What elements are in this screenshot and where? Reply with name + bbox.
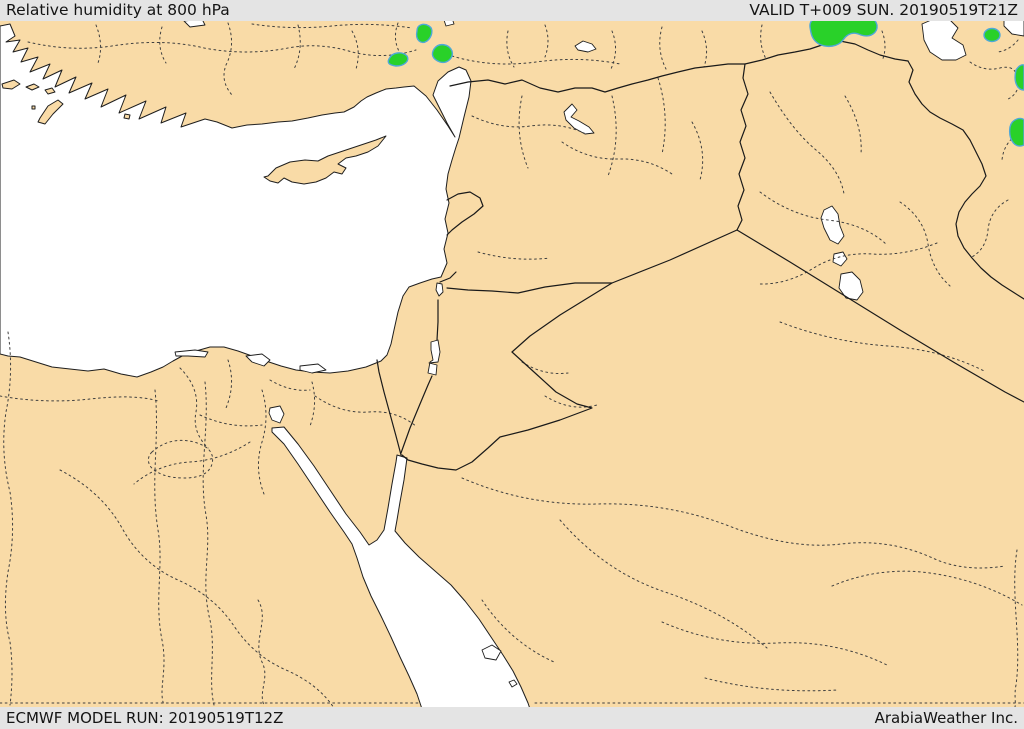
lake-habbaniyah bbox=[832, 251, 848, 267]
model-run-label: ECMWF MODEL RUN: 20190519T12Z bbox=[6, 708, 284, 727]
aegean-island-2 bbox=[25, 83, 40, 91]
mediterranean-sea bbox=[0, 23, 472, 378]
sea-shapes bbox=[0, 23, 532, 713]
border-iran-iraq bbox=[907, 60, 1024, 300]
rh-patch-iran-3 bbox=[1009, 117, 1024, 147]
dead-sea bbox=[427, 339, 441, 376]
rh-patch-iran-1 bbox=[983, 27, 1001, 43]
rh-patch-turkey-3 bbox=[387, 52, 409, 67]
red-sea-lagoon bbox=[481, 644, 502, 661]
credit-label: ArabiaWeather Inc. bbox=[874, 708, 1018, 727]
border-iraq-saudi bbox=[736, 229, 1024, 403]
footer-bar: ECMWF MODEL RUN: 20190519T12Z ArabiaWeat… bbox=[0, 707, 1024, 729]
nile-delta-lagoon-3 bbox=[299, 363, 327, 374]
valid-time-label: VALID T+009 SUN. 20190519T21Z bbox=[749, 1, 1018, 19]
map-title: Relative humidity at 800 hPa bbox=[6, 1, 230, 19]
admin-boundaries-dotted bbox=[0, 22, 1024, 709]
rh-patch-turkey-1 bbox=[415, 23, 433, 44]
lake-tharthar bbox=[820, 205, 845, 245]
great-bitter-lake bbox=[268, 405, 285, 424]
aegean-island-3 bbox=[44, 87, 56, 95]
rh-patch-turkey-2 bbox=[431, 44, 454, 64]
border-turkey-syria-iraq bbox=[449, 40, 909, 93]
border-israel-egypt bbox=[376, 359, 402, 456]
red-sea bbox=[271, 426, 532, 713]
kastellorizo-island bbox=[123, 113, 131, 120]
sea-of-galilee bbox=[435, 282, 444, 297]
rhodes-island bbox=[37, 99, 64, 125]
country-borders bbox=[376, 40, 1024, 471]
border-israel-jordan-south bbox=[400, 375, 433, 454]
cyprus-island bbox=[263, 135, 387, 185]
islands bbox=[1, 79, 387, 185]
lake-razzaza bbox=[838, 271, 864, 301]
small-island-dot bbox=[31, 105, 36, 110]
lake-van bbox=[921, 17, 967, 61]
border-syria-jordan bbox=[446, 282, 613, 294]
nile-delta-lagoon-1 bbox=[174, 349, 209, 358]
aegean-island-1 bbox=[1, 79, 21, 90]
border-israel-jordan-river bbox=[436, 299, 439, 341]
border-jordan-iraq bbox=[511, 229, 738, 353]
border-syria-iraq bbox=[736, 63, 749, 231]
border-jordan-saudi bbox=[401, 351, 593, 471]
header-bar: Relative humidity at 800 hPa VALID T+009… bbox=[0, 0, 1024, 21]
lake-assad bbox=[563, 103, 595, 135]
humidity-patches bbox=[387, 14, 1024, 147]
rh-patch-iran-2 bbox=[1014, 64, 1024, 91]
border-golan bbox=[439, 271, 457, 283]
border-lebanon-syria bbox=[446, 191, 484, 236]
red-sea-islet bbox=[508, 679, 518, 688]
nile-delta-lagoon-2 bbox=[245, 353, 271, 367]
turkish-lake-3 bbox=[574, 40, 597, 53]
